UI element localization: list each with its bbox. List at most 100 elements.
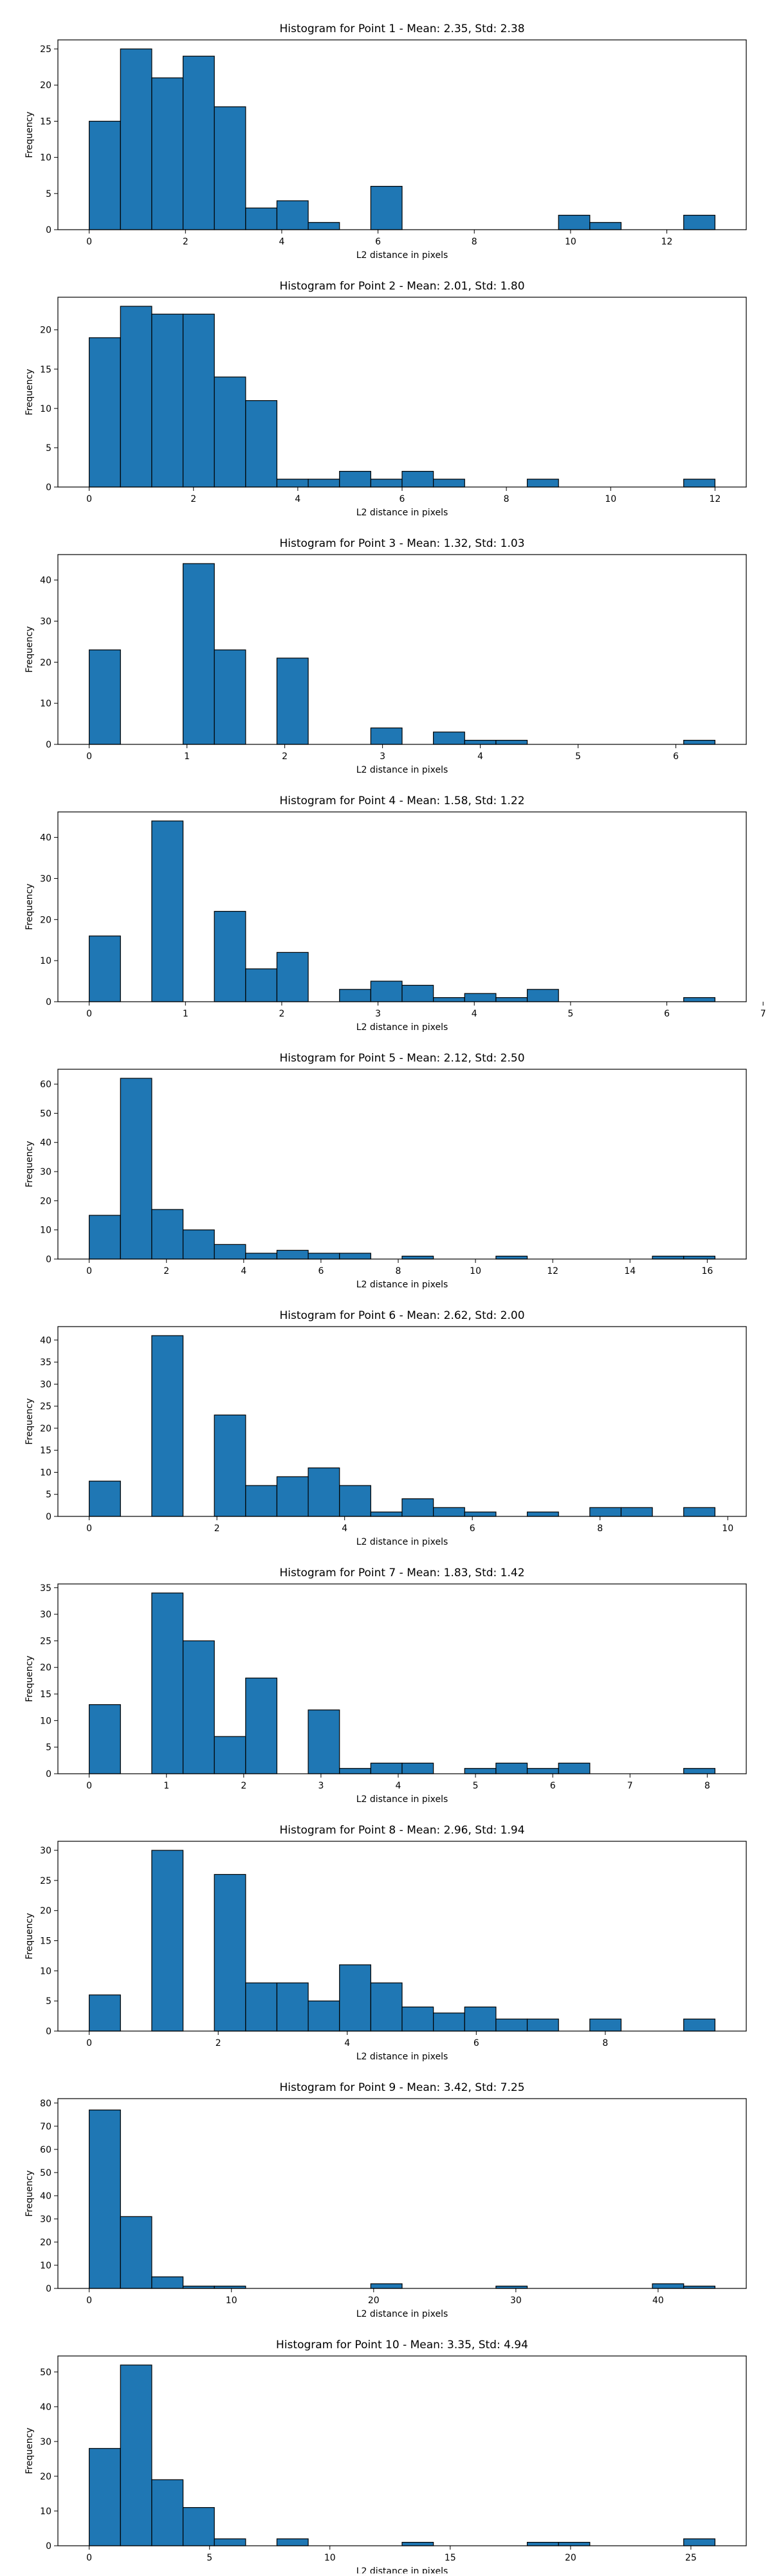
histogram-bar: [495, 740, 528, 745]
y-tick-label: 0: [46, 2027, 51, 2037]
histogram-bar: [151, 313, 184, 488]
x-tick-label: 4: [477, 751, 483, 762]
histogram-bar: [401, 1762, 434, 1774]
x-tick-label: 0: [86, 2295, 92, 2306]
x-tick-label: 2: [241, 1781, 246, 1791]
y-axis-label: Frequency: [24, 626, 35, 672]
y-tick-label: 30: [40, 1610, 51, 1620]
histogram-bar: [526, 2018, 559, 2032]
histogram-bar: [245, 1485, 278, 1517]
histogram-panel-10: Histogram for Point 10 - Mean: 3.35, Std…: [24, 2339, 747, 2576]
plot-frame: [57, 811, 747, 1002]
histogram-bar: [683, 214, 715, 230]
x-tick-label: 8: [504, 494, 510, 504]
y-tick-label: 10: [40, 1226, 51, 1236]
x-tick-label: 1: [184, 751, 190, 762]
y-tick-label: 25: [40, 44, 51, 55]
histogram-bar: [589, 222, 622, 230]
y-tick-label: 15: [40, 365, 51, 375]
histogram-bar: [495, 1762, 528, 1774]
x-tick-label: 10: [605, 494, 616, 504]
y-tick-label: 20: [40, 2472, 51, 2482]
histogram-bar: [214, 376, 246, 488]
y-tick-label: 10: [40, 956, 51, 966]
histogram-bar: [401, 984, 434, 1002]
y-tick-label: 50: [40, 1109, 51, 1119]
histogram-bar: [401, 470, 434, 488]
plot-frame: [57, 1841, 747, 2032]
histogram-bar: [276, 658, 309, 745]
y-tick-label: 5: [46, 443, 51, 454]
y-tick-label: 10: [40, 1966, 51, 1976]
x-tick-label: 40: [652, 2295, 664, 2306]
histogram-bar: [433, 731, 465, 745]
histogram-bar: [276, 1476, 309, 1517]
histogram-bar: [401, 2541, 434, 2546]
histogram-bar: [589, 1507, 622, 1517]
histogram-bar: [89, 2110, 121, 2289]
histogram-panel-4: Histogram for Point 4 - Mean: 1.58, Std:…: [24, 795, 766, 1033]
x-tick-label: 2: [214, 1523, 220, 1534]
histogram-bar: [401, 1255, 434, 1260]
x-tick-label: 0: [86, 1781, 92, 1791]
chart-title: Histogram for Point 6 - Mean: 2.62, Std:…: [279, 1309, 524, 1322]
x-tick-label: 8: [396, 1266, 401, 1276]
histogram-panel-3: Histogram for Point 3 - Mean: 1.32, Std:…: [24, 537, 747, 775]
histogram-bar: [245, 1982, 278, 2032]
x-tick-label: 10: [470, 1266, 481, 1276]
y-tick-label: 0: [46, 2541, 51, 2552]
histogram-bar: [683, 997, 715, 1002]
histogram-bar: [151, 1335, 184, 1517]
x-tick-label: 12: [709, 494, 721, 504]
histogram-bar: [370, 727, 403, 745]
histogram-bar: [89, 1215, 121, 1260]
histogram-bar: [245, 1253, 278, 1260]
histogram-bar: [214, 649, 246, 745]
histogram-bar: [683, 2018, 715, 2032]
y-tick-label: 10: [40, 404, 51, 414]
histogram-bar: [151, 77, 184, 230]
histogram-bar: [214, 1873, 246, 2032]
x-tick-label: 3: [318, 1781, 324, 1791]
histogram-bar: [120, 306, 152, 488]
y-axis-label: Frequency: [24, 1141, 35, 1187]
histogram-bar: [620, 1507, 653, 1517]
chart-title: Histogram for Point 10 - Mean: 3.35, Std…: [276, 2339, 528, 2351]
histogram-bar: [245, 400, 278, 488]
x-tick-label: 6: [550, 1781, 556, 1791]
y-tick-label: 10: [40, 2507, 51, 2517]
x-tick-label: 10: [722, 1523, 733, 1534]
x-tick-label: 2: [216, 2038, 221, 2048]
x-tick-label: 14: [624, 1266, 636, 1276]
histogram-bar: [558, 1762, 591, 1774]
histogram-bar: [339, 1768, 371, 1774]
x-tick-label: 25: [685, 2553, 697, 2563]
y-tick-label: 20: [40, 1196, 51, 1206]
plot-frame: [57, 1069, 747, 1260]
histogram-bar: [245, 968, 278, 1002]
plot-frame: [57, 554, 747, 745]
histogram-bar: [276, 479, 309, 488]
histogram-bar: [245, 207, 278, 230]
x-tick-label: 0: [86, 237, 92, 247]
histogram-bar: [89, 2448, 121, 2546]
y-tick-label: 20: [40, 915, 51, 925]
x-tick-label: 0: [86, 1266, 92, 1276]
x-axis-label: L2 distance in pixels: [356, 508, 448, 518]
y-axis-label: Frequency: [24, 2170, 35, 2216]
plot-frame: [57, 1583, 747, 1774]
x-tick-label: 10: [226, 2295, 237, 2306]
histogram-bar: [276, 1982, 309, 2032]
y-axis-label: Frequency: [24, 1398, 35, 1444]
y-tick-label: 25: [40, 1876, 51, 1886]
x-tick-label: 16: [701, 1266, 713, 1276]
x-tick-label: 30: [510, 2295, 522, 2306]
x-tick-label: 20: [565, 2553, 576, 2563]
x-tick-label: 0: [86, 2038, 92, 2048]
histogram-bar: [683, 1507, 715, 1517]
y-tick-label: 20: [40, 658, 51, 668]
x-tick-label: 8: [704, 1781, 710, 1791]
histogram-bar: [308, 479, 340, 488]
x-tick-label: 8: [602, 2038, 608, 2048]
x-tick-label: 5: [207, 2553, 212, 2563]
